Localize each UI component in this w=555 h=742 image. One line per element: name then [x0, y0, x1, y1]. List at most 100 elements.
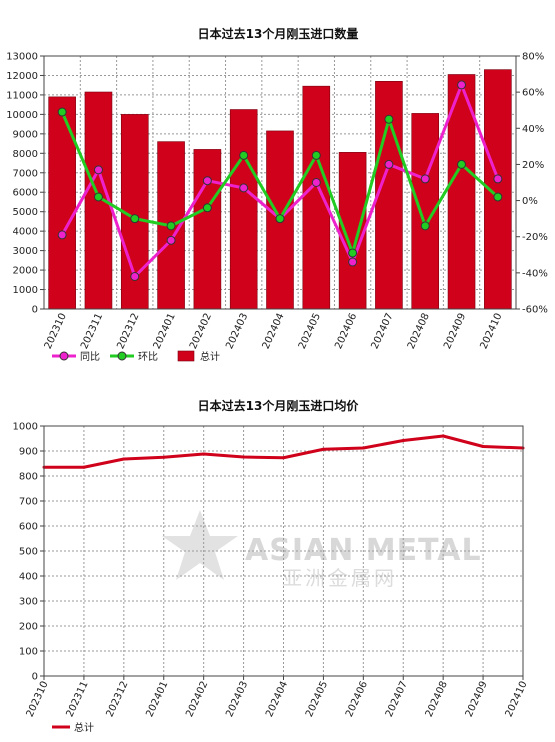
- y-tick-label: 700: [19, 497, 38, 508]
- y-tick-label: 10000: [6, 110, 38, 121]
- yoy-point: [239, 183, 249, 193]
- price-chart: 日本过去13个月刚玉进口均价 ASIAN METAL 亚洲金属网 0 100 200…: [13, 398, 530, 734]
- yoy-point: [166, 235, 176, 245]
- x-tick-label: 202403: [224, 312, 250, 351]
- x-tick-label: 202404: [261, 312, 287, 351]
- y-tick-label: 100: [19, 647, 38, 658]
- x-tick-label: 202310: [25, 680, 51, 719]
- x-tick-label: 202409: [442, 312, 468, 351]
- mom-point: [420, 221, 430, 231]
- y2-tick-label: 60%: [522, 88, 544, 99]
- y-tick-label: 11000: [6, 90, 38, 101]
- mom-point: [57, 107, 67, 117]
- legend-swatch-total: [177, 350, 195, 362]
- y-tick-label: 400: [19, 572, 38, 583]
- mom-point: [384, 114, 394, 124]
- y-tick-label: 900: [19, 447, 38, 458]
- y2-tick-label: -40%: [522, 268, 548, 279]
- y-tick-label: 13000: [6, 52, 38, 63]
- y-tick-label: 600: [19, 522, 38, 533]
- x-tick-label: 202402: [188, 312, 214, 351]
- x-tick-label: 202311: [65, 680, 91, 719]
- x-tick-label: 202407: [384, 680, 410, 719]
- y2-tick-label: 40%: [522, 124, 544, 135]
- mom-point: [457, 159, 467, 169]
- price-point: [321, 447, 325, 451]
- mom-point: [493, 192, 503, 202]
- x-tick-label: 202406: [333, 312, 359, 351]
- price-point: [401, 439, 405, 442]
- x-tick-label: 202401: [152, 312, 178, 351]
- x-tick-label: 202401: [144, 680, 170, 719]
- yoy-point: [348, 257, 358, 267]
- plot-frame: [43, 55, 517, 310]
- yoy-point: [93, 165, 103, 175]
- price-point: [202, 452, 206, 456]
- x-tick-label: 202410: [478, 312, 504, 351]
- y2-tick-label: -60%: [522, 305, 548, 316]
- y-tick-label: 5000: [13, 207, 38, 218]
- quantity-chart-title: 日本过去13个月刚玉进口数量: [198, 26, 359, 41]
- yoy-point: [130, 271, 140, 281]
- mom-point: [130, 214, 140, 224]
- bar: [229, 109, 258, 310]
- legend-label-yoy: 同比: [80, 351, 100, 363]
- price-chart-lines: [42, 434, 525, 469]
- y2-tick-label: 0%: [522, 196, 538, 207]
- quantity-chart: 日本过去13个月刚玉进口数量 0 1000 2000 3000 4000 5000 6000…: [6, 26, 548, 363]
- quantity-chart-bars: [48, 69, 512, 310]
- yoy-point: [202, 176, 212, 186]
- mom-point: [93, 192, 103, 202]
- mom-point: [275, 214, 285, 224]
- mom-point: [239, 150, 249, 160]
- quantity-chart-legend: 同比 环比 总计: [52, 350, 220, 363]
- yoy-point: [57, 230, 67, 240]
- price-point: [361, 446, 365, 450]
- mom-point: [348, 248, 358, 258]
- x-tick-label: 202310: [43, 312, 69, 351]
- x-tick-label: 202404: [264, 680, 290, 719]
- y-tick-label: 9000: [13, 129, 38, 140]
- watermark-logo-icon: [162, 510, 238, 580]
- price-chart-legend: 总计: [52, 721, 94, 734]
- watermark: ASIAN METAL 亚洲金属网: [162, 510, 481, 590]
- y-tick-label: 300: [19, 597, 38, 608]
- price-point: [282, 456, 285, 460]
- x-tick-label: 202312: [104, 680, 130, 719]
- x-tick-label: 202406: [344, 680, 370, 719]
- yoy-point: [420, 174, 430, 184]
- legend-label-total: 总计: [200, 350, 220, 363]
- bar: [48, 96, 76, 310]
- bar: [447, 74, 476, 310]
- watermark-cn: 亚洲金属网: [282, 566, 397, 590]
- y-tick-label: 0: [32, 305, 38, 316]
- legend-label-mom: 环比: [138, 351, 158, 363]
- x-tick-label: 202410: [504, 680, 530, 719]
- y-tick-label: 2000: [13, 266, 38, 277]
- price-point: [82, 465, 86, 469]
- y2-tick-label: 20%: [522, 160, 544, 171]
- mom-point: [166, 221, 176, 231]
- y-tick-label: 12000: [6, 71, 38, 82]
- price-point: [481, 445, 485, 448]
- yoy-point: [493, 174, 503, 184]
- price-point: [441, 434, 445, 438]
- quantity-chart-lines: [57, 80, 503, 281]
- y-tick-label: 200: [19, 622, 38, 633]
- legend-marker-mom: [117, 351, 127, 361]
- bar: [302, 85, 331, 310]
- price-point: [122, 457, 126, 461]
- y-tick-label: 7000: [13, 168, 38, 179]
- x-tick-label: 202409: [464, 680, 490, 719]
- legend-marker-yoy: [59, 351, 69, 361]
- price-chart-gridlines: [44, 426, 523, 676]
- mom-point: [311, 150, 321, 160]
- yoy-point: [311, 178, 321, 187]
- x-tick-label: 202311: [79, 312, 105, 351]
- price-point: [242, 455, 246, 459]
- y-tick-label: 1000: [13, 422, 38, 433]
- x-tick-label: 202405: [297, 312, 323, 351]
- bar: [193, 149, 222, 310]
- price-point: [162, 455, 166, 459]
